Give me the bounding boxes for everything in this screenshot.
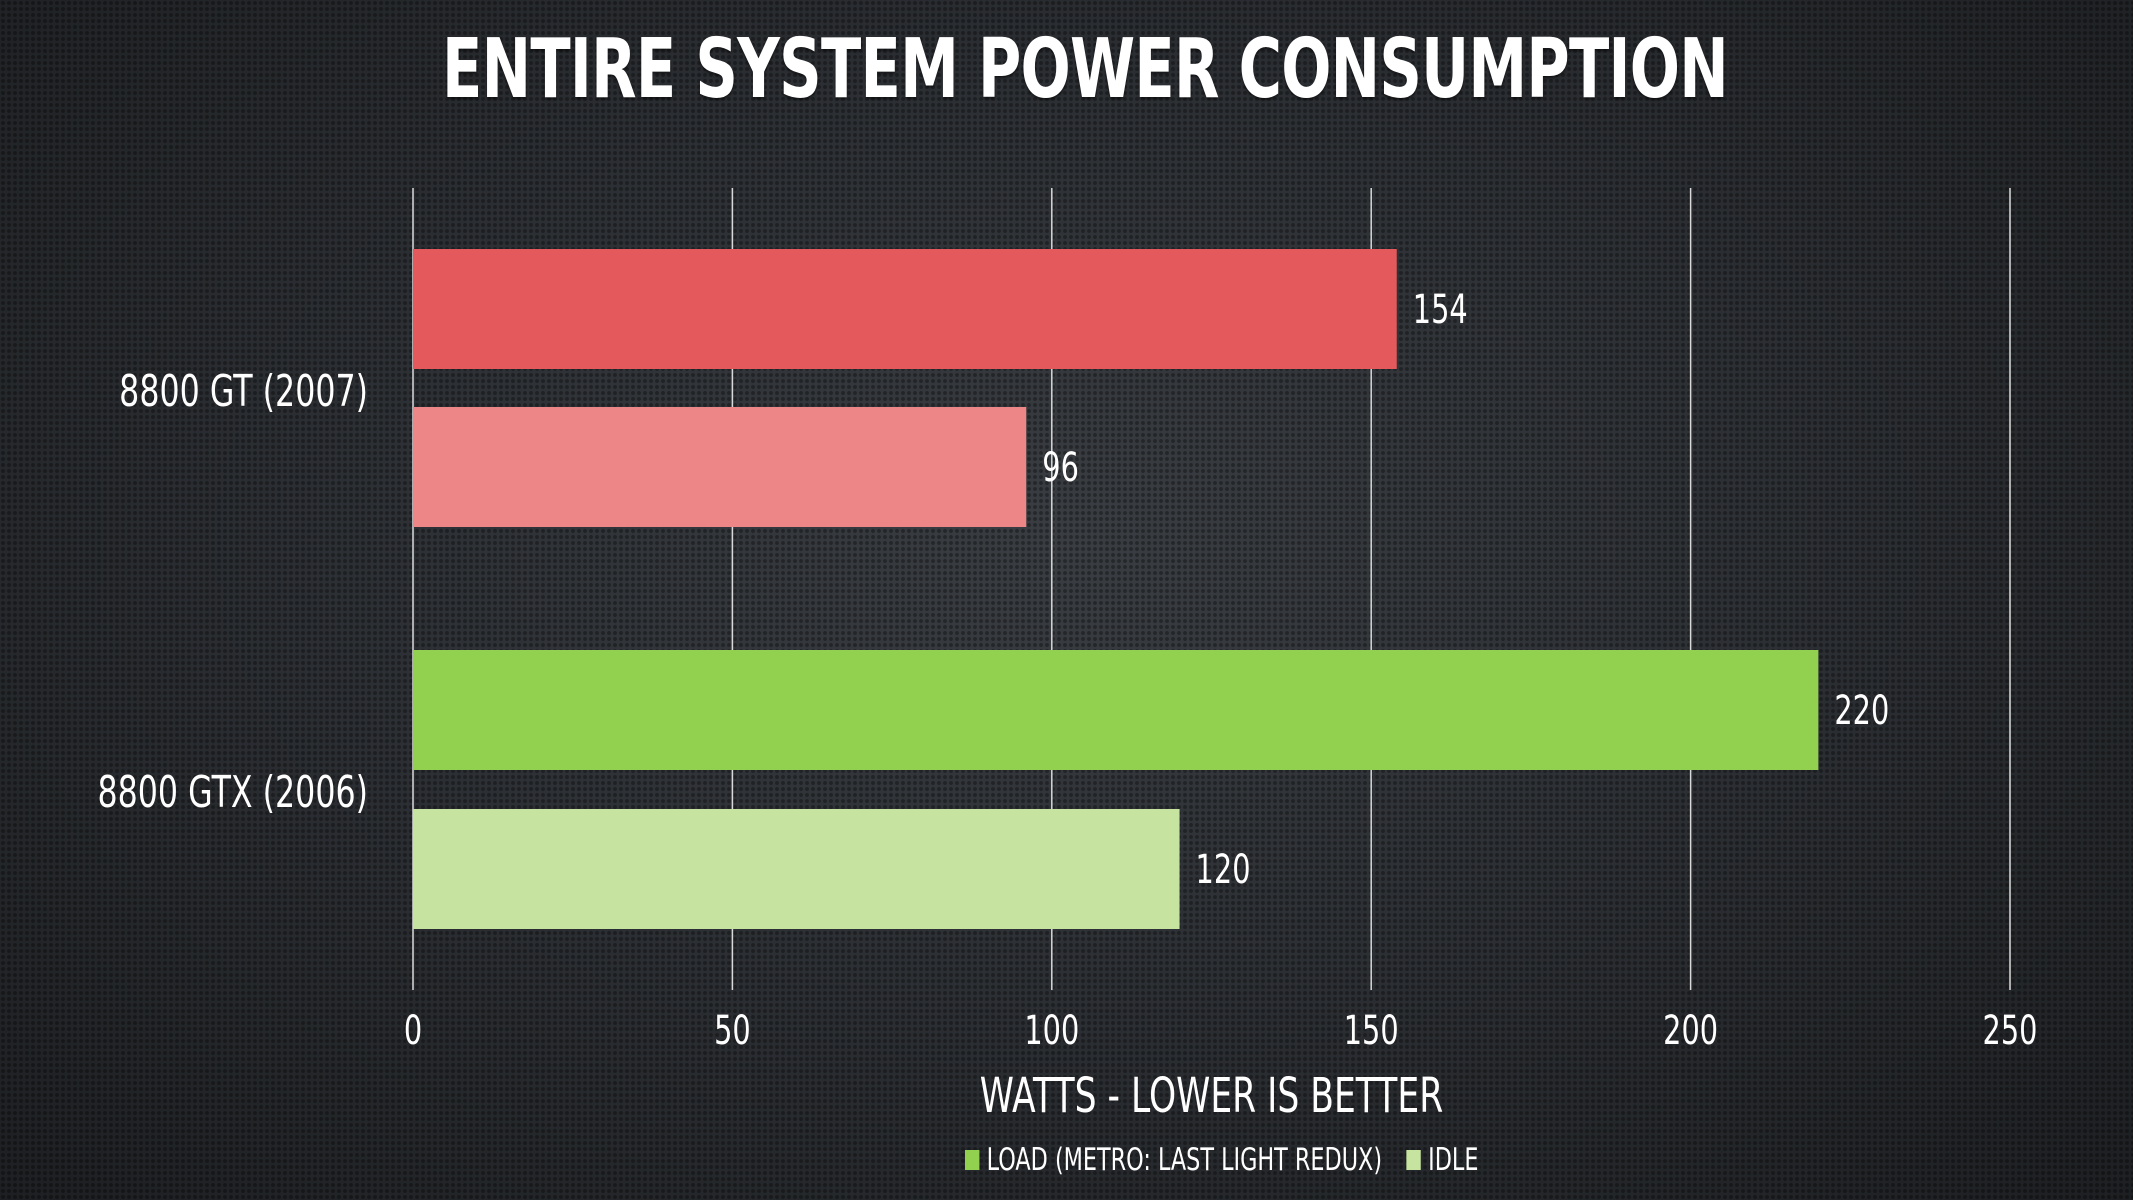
category-label-1-group: 8800 GTX (2006)	[97, 767, 368, 819]
x-tick-label-100: 100	[1024, 1008, 1079, 1054]
bar-value-label-1-1-group: 120	[1196, 847, 1251, 893]
x-tick-label-100-group: 100	[1024, 1008, 1079, 1054]
legend-item-load: LOAD (METRO: LAST LIGHT REDUX)	[965, 1142, 1382, 1178]
chart-title: ENTIRE SYSTEM POWER CONSUMPTION	[442, 22, 1729, 117]
legend-item-idle: IDLE	[1406, 1142, 1479, 1178]
x-tick-label-150: 150	[1344, 1008, 1399, 1054]
legend-label-idle: IDLE	[1428, 1142, 1479, 1178]
x-axis-label: WATTS - LOWER IS BETTER	[980, 1067, 1443, 1123]
bar-value-label-0-1: 96	[1042, 445, 1079, 491]
bar-value-label-1-1: 120	[1196, 847, 1251, 893]
category-label-0: 8800 GT (2007)	[119, 366, 368, 418]
category-label-0-group: 8800 GT (2007)	[119, 366, 368, 418]
bar-value-label-0-0: 154	[1413, 287, 1468, 333]
x-axis-label-group: WATTS - LOWER IS BETTER	[980, 1067, 1443, 1123]
bar-1-1	[413, 809, 1180, 929]
x-tick-label-0: 0	[404, 1008, 422, 1054]
bar-0-1	[413, 407, 1027, 527]
x-tick-label-250: 250	[1983, 1008, 2038, 1054]
bar-0-0	[413, 249, 1397, 369]
legend-label-load: LOAD (METRO: LAST LIGHT REDUX)	[986, 1142, 1383, 1178]
bar-value-label-1-0-group: 220	[1834, 688, 1889, 734]
chart-legend: LOAD (METRO: LAST LIGHT REDUX) IDLE	[965, 1140, 1503, 1180]
x-tick-label-150-group: 150	[1344, 1008, 1399, 1054]
x-tick-label-50: 50	[714, 1008, 751, 1054]
legend-swatch-idle	[1406, 1150, 1421, 1170]
x-tick-label-50-group: 50	[714, 1008, 751, 1054]
category-label-1: 8800 GTX (2006)	[97, 767, 368, 819]
x-tick-label-0-group: 0	[404, 1008, 422, 1054]
bar-1-0	[413, 650, 1819, 770]
x-tick-label-200-group: 200	[1663, 1008, 1718, 1054]
legend-swatch-load	[965, 1150, 980, 1170]
bar-value-label-1-0: 220	[1834, 688, 1889, 734]
bar-value-label-0-1-group: 96	[1042, 445, 1079, 491]
x-tick-label-200: 200	[1663, 1008, 1718, 1054]
x-tick-label-250-group: 250	[1983, 1008, 2038, 1054]
bar-value-label-0-0-group: 154	[1413, 287, 1468, 333]
